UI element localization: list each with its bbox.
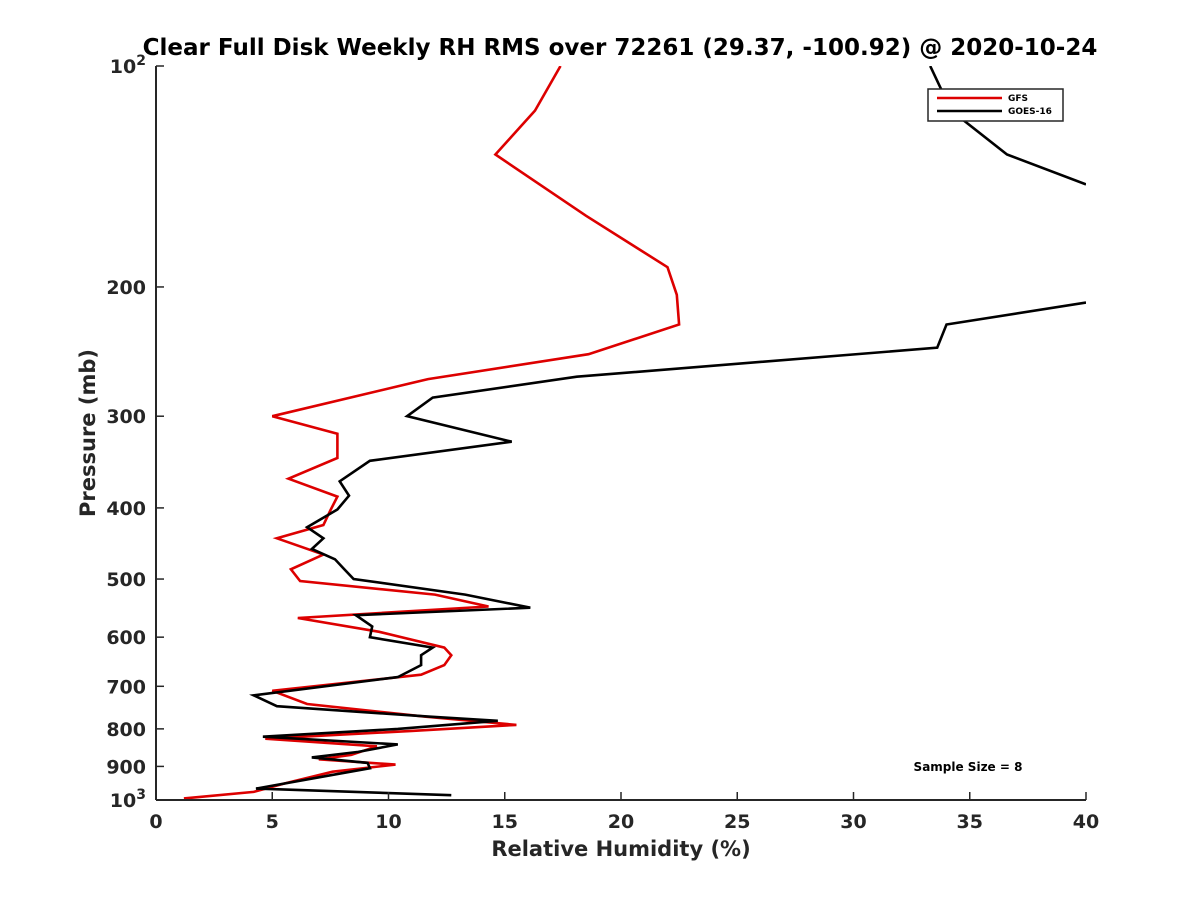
y-axis-ticks: 102 200 300 400 500 600 700 800 900 103 <box>106 53 164 812</box>
x-tick-label: 30 <box>840 811 866 833</box>
x-tick-label: 25 <box>724 811 750 833</box>
y-tick-label: 600 <box>106 627 146 649</box>
y-axis-label: Pressure (mb) <box>76 349 100 517</box>
x-tick-label: 40 <box>1073 811 1099 833</box>
x-tick-label: 0 <box>149 811 162 833</box>
y-tick-label: 102 <box>110 53 146 78</box>
x-axis-ticks: 0 5 10 15 20 25 30 35 40 <box>149 792 1099 833</box>
x-tick-label: 10 <box>375 811 401 833</box>
series-layer <box>183 66 1086 800</box>
sample-size-annotation: Sample Size = 8 <box>914 760 1023 774</box>
y-tick-label: 800 <box>106 719 146 741</box>
series-line-gfs <box>183 66 681 800</box>
y-tick-label: 500 <box>106 569 146 591</box>
y-tick-label: 103 <box>110 787 146 812</box>
x-tick-label: 15 <box>492 811 518 833</box>
y-tick-label: 700 <box>106 676 146 698</box>
x-tick-label: 20 <box>608 811 634 833</box>
chart-title: Clear Full Disk Weekly RH RMS over 72261… <box>143 35 1098 61</box>
series-line-goes16 <box>249 66 1086 797</box>
legend-label-gfs: GFS <box>1008 94 1028 104</box>
y-tick-label: 200 <box>106 277 146 299</box>
legend: GFS GOES-16 <box>927 88 1064 122</box>
x-tick-label: 5 <box>266 811 279 833</box>
y-tick-label: 900 <box>106 756 146 778</box>
x-axis-label: Relative Humidity (%) <box>491 837 750 861</box>
x-tick-label: 35 <box>957 811 983 833</box>
legend-label-goes16: GOES-16 <box>1008 107 1052 117</box>
y-tick-label: 300 <box>106 406 146 428</box>
legend-box <box>927 88 1064 122</box>
y-tick-label: 400 <box>106 498 146 520</box>
